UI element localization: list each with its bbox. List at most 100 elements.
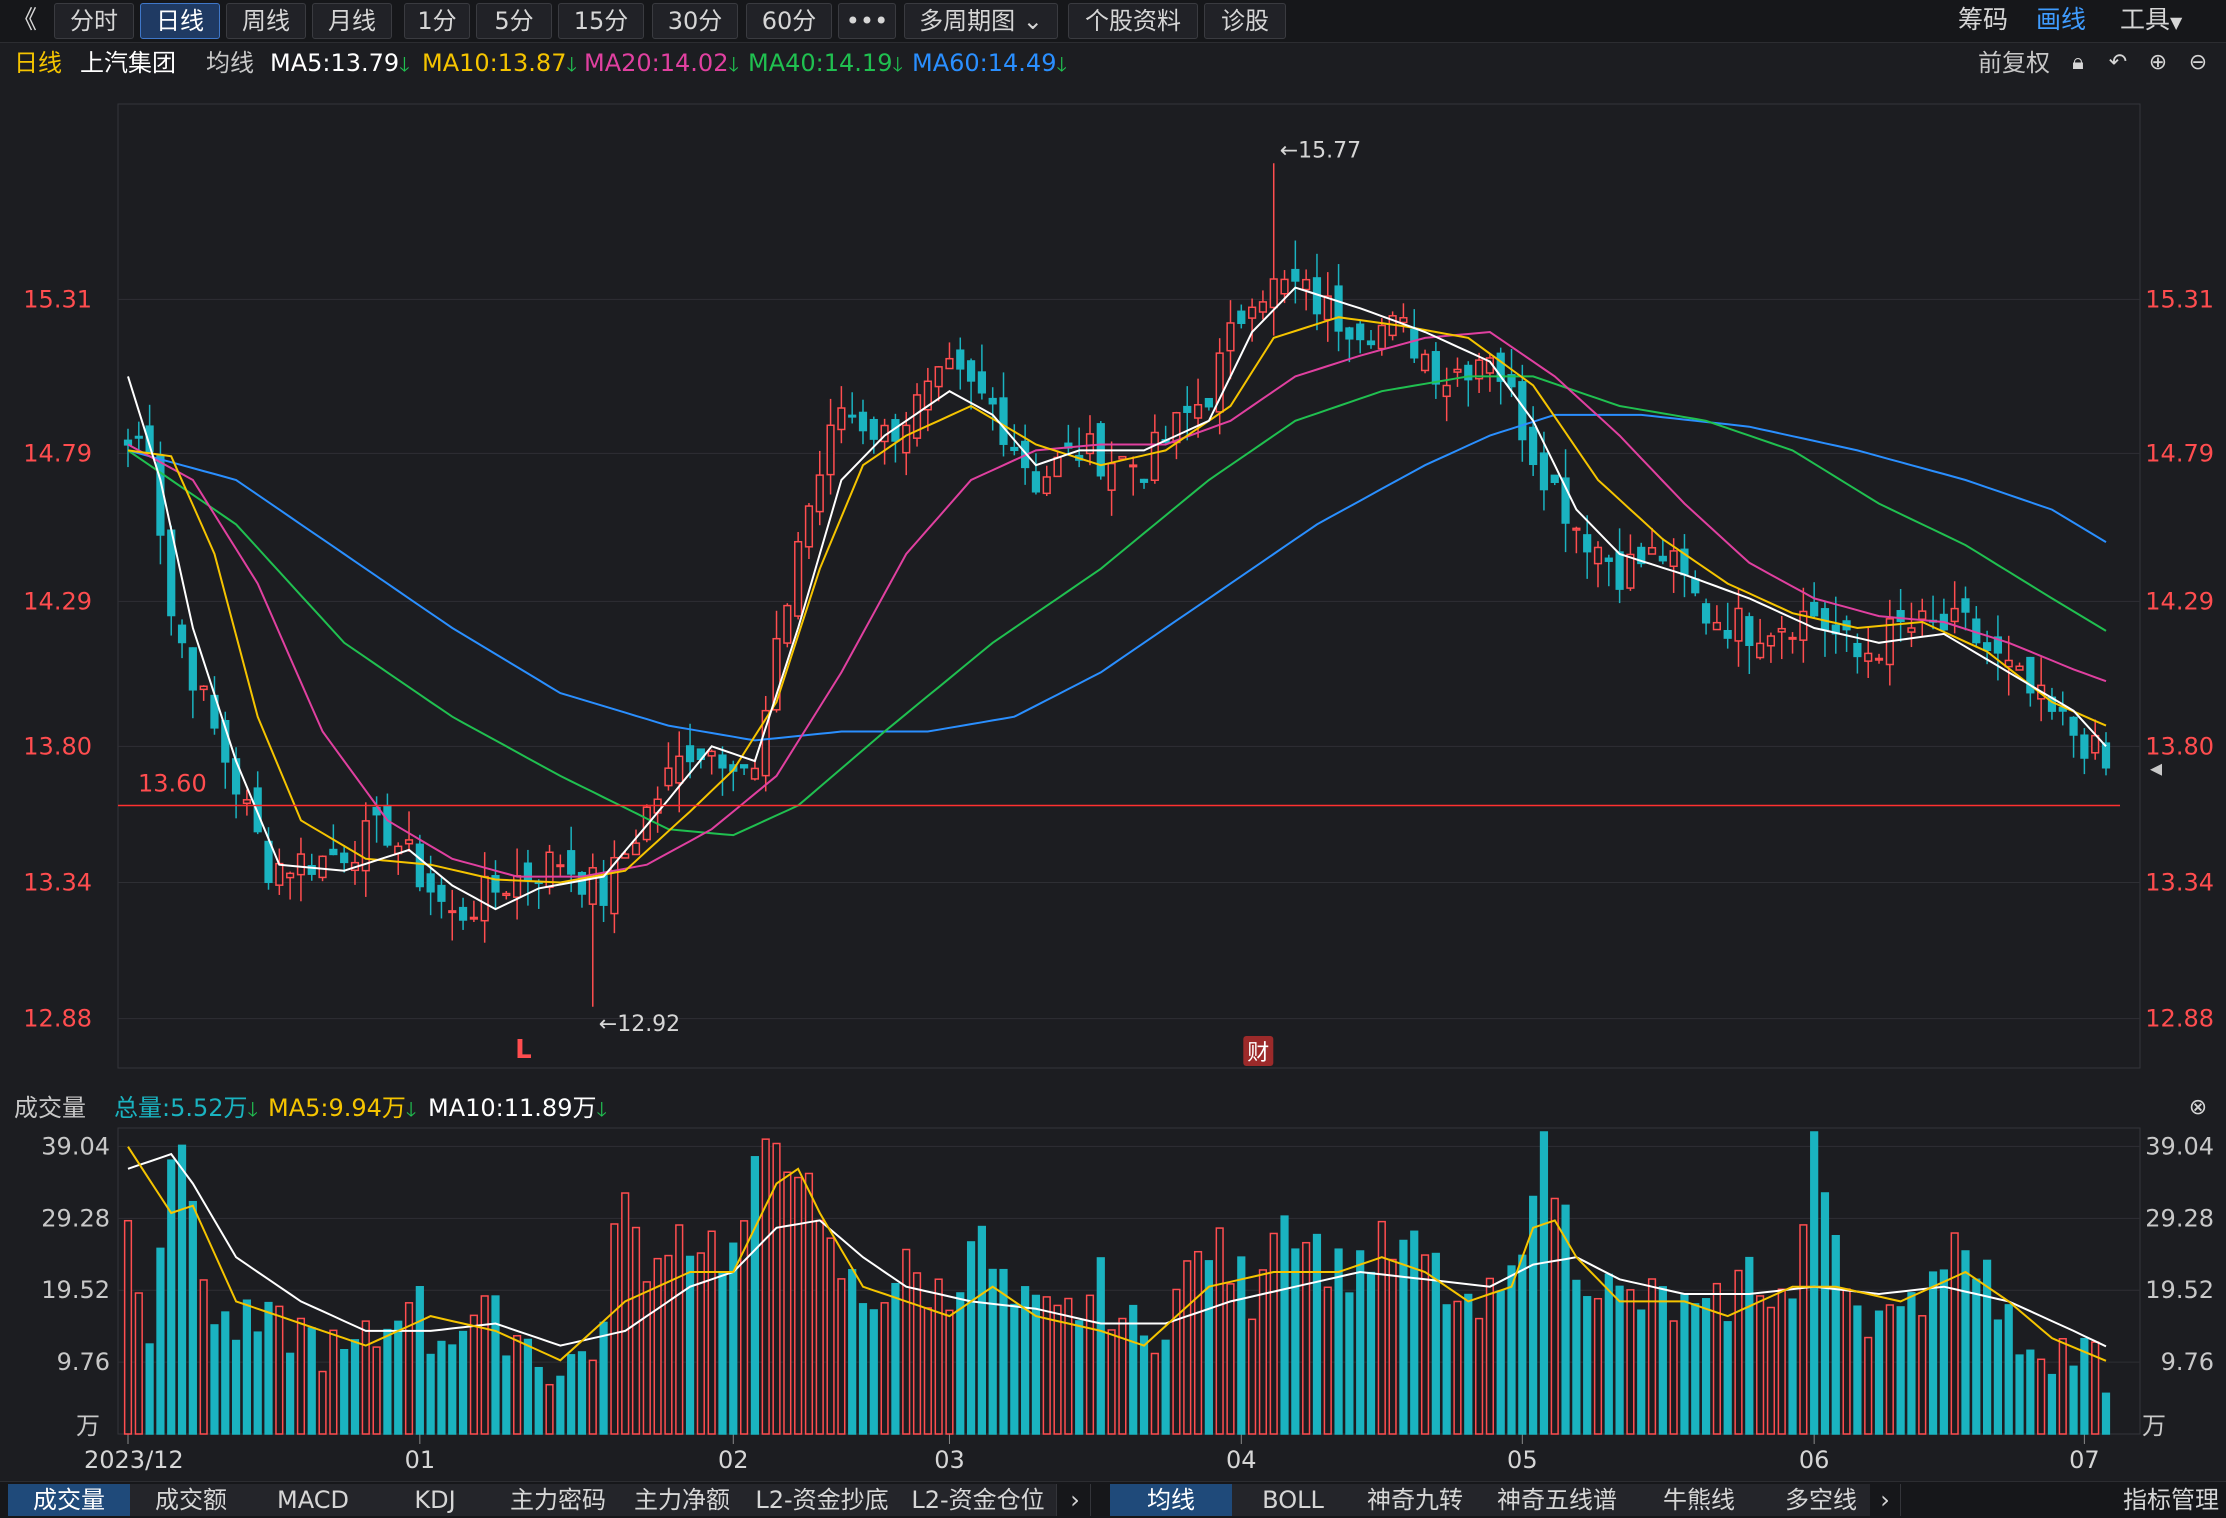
candle-body xyxy=(1356,323,1365,341)
volume-bar xyxy=(1572,1279,1581,1435)
volume-bar xyxy=(1129,1304,1138,1435)
volume-bar xyxy=(1874,1310,1884,1435)
volume-bar xyxy=(653,1257,662,1435)
ma40-line xyxy=(127,375,2107,837)
volume-bar xyxy=(1356,1250,1365,1435)
volume-bar xyxy=(1258,1269,1268,1435)
ma40-text: MA40:14.19 xyxy=(748,49,893,77)
volume-bar xyxy=(1107,1329,1116,1435)
candle-body xyxy=(1345,327,1354,340)
lock-icon[interactable]: 🔒︎ xyxy=(2072,50,2084,75)
period-tab-3[interactable]: 月线 xyxy=(312,3,392,39)
candle-body xyxy=(1961,598,1970,613)
zoom-out-icon[interactable]: ⊖ xyxy=(2188,50,2208,75)
volume-bar xyxy=(1150,1352,1159,1435)
volume-bar xyxy=(2047,1373,2057,1435)
ma5-text: MA5:13.79 xyxy=(270,49,400,77)
period-tab-4[interactable]: 1分 xyxy=(404,3,470,39)
candle-body xyxy=(1950,607,1959,623)
candle-body xyxy=(1734,607,1743,642)
overlay-tab-0[interactable]: 均线 xyxy=(1110,1484,1233,1516)
close-icon[interactable]: ⊗ xyxy=(2188,1095,2208,1120)
indicator-manage-button[interactable]: 指标管理 xyxy=(2116,1484,2226,1516)
indicator-tab-7[interactable]: L2-资金仓位 xyxy=(900,1484,1057,1516)
candle-body xyxy=(318,855,327,879)
draw-line-button[interactable]: 画线 xyxy=(2036,5,2087,34)
overlay-tab-5[interactable]: 多空线 xyxy=(1760,1484,1883,1516)
chevron-right-icon[interactable]: › xyxy=(1060,1484,1091,1516)
indicator-tab-4[interactable]: 主力密码 xyxy=(496,1484,621,1516)
volume-tick-right: 19.52 xyxy=(2145,1276,2214,1304)
stock-info-button[interactable]: 个股资料 xyxy=(1068,3,1198,39)
volume-bar xyxy=(956,1292,965,1435)
period-tab-6[interactable]: 15分 xyxy=(558,3,644,39)
volume-bar xyxy=(1064,1297,1073,1435)
tools-dropdown[interactable]: 工具▼ xyxy=(2120,3,2182,37)
indicator-tab-5[interactable]: 主力净额 xyxy=(620,1484,745,1516)
volume-bar xyxy=(156,1247,165,1435)
period-tab-8[interactable]: 60分 xyxy=(746,3,832,39)
more-button[interactable]: ••• xyxy=(838,3,896,39)
indicator-tab-2[interactable]: MACD xyxy=(252,1484,375,1516)
volume-bar xyxy=(902,1248,911,1435)
overlay-tab-3[interactable]: 神奇五线谱 xyxy=(1476,1484,1639,1516)
chips-button[interactable]: 筹码 xyxy=(1958,5,2009,34)
volume-bar xyxy=(869,1309,878,1435)
candle-body xyxy=(221,719,230,763)
volume-bar xyxy=(1496,1290,1505,1435)
arrow-down-icon: 🡓 xyxy=(405,1097,417,1121)
period-tab-2[interactable]: 周线 xyxy=(226,3,306,39)
zoom-in-icon[interactable]: ⊕ xyxy=(2148,50,2168,75)
ma10-text: MA10:13.87 xyxy=(422,49,567,77)
volume-bar xyxy=(696,1252,705,1435)
volume-bar xyxy=(1864,1336,1873,1435)
volume-bar xyxy=(1193,1250,1203,1435)
chevron-right-icon[interactable]: › xyxy=(1870,1484,1901,1516)
indicator-tab-1[interactable]: 成交额 xyxy=(130,1484,253,1516)
period-tab-7[interactable]: 30分 xyxy=(652,3,738,39)
overlay-tab-4[interactable]: 牛熊线 xyxy=(1638,1484,1761,1516)
candle-body xyxy=(1334,285,1343,332)
volume-bar xyxy=(664,1254,673,1435)
period-tab-0[interactable]: 分时 xyxy=(54,3,134,39)
period-tab-5[interactable]: 5分 xyxy=(476,3,552,39)
indicator-tab-0[interactable]: 成交量 xyxy=(8,1484,131,1516)
arrow-down-icon: 🡓 xyxy=(892,52,903,76)
volume-bar xyxy=(1723,1321,1732,1435)
volume-bar xyxy=(1691,1303,1700,1435)
indicator-tab-6[interactable]: L2-资金抄底 xyxy=(744,1484,901,1516)
volume-bar xyxy=(2058,1338,2067,1435)
kline-chart[interactable]: 15.31 15.31 14.79 14.79 14.29 14.29 13.80 13.80… xyxy=(0,0,2226,1480)
indicator-tab-3[interactable]: KDJ xyxy=(374,1484,497,1516)
volume-panel-frame xyxy=(117,1127,2141,1435)
diagnosis-button[interactable]: 诊股 xyxy=(1204,3,1286,39)
candle-body xyxy=(296,853,306,876)
candle-body xyxy=(264,840,273,884)
candle-body xyxy=(999,397,1008,445)
overlay-tab-2[interactable]: 神奇九转 xyxy=(1354,1484,1477,1516)
candle-body xyxy=(1366,340,1376,346)
volume-bar xyxy=(1291,1248,1300,1435)
volume-ma5-text: MA5:9.94万 xyxy=(268,1094,406,1122)
arrow-down-icon: 🡓 xyxy=(1056,52,1067,76)
candle-body xyxy=(1539,452,1549,491)
undo-icon[interactable]: ↶ xyxy=(2108,50,2128,75)
adjust-label[interactable]: 前复权 xyxy=(1978,49,2050,77)
volume-bar xyxy=(1712,1282,1721,1435)
candle-body xyxy=(902,424,911,454)
period-tab-1[interactable]: 日线 xyxy=(140,3,220,39)
volume-bar xyxy=(1561,1204,1570,1435)
volume-bar xyxy=(1593,1297,1603,1435)
multi-period-dropdown[interactable]: 多周期图 ⌄ xyxy=(904,3,1058,39)
arrow-down-icon: 🡓 xyxy=(566,52,577,76)
candle-body xyxy=(188,647,197,691)
volume-tick-left: 29.28 xyxy=(41,1204,110,1232)
candle-body xyxy=(242,799,251,805)
overlay-tab-1[interactable]: BOLL xyxy=(1232,1484,1355,1516)
volume-bar xyxy=(1799,1224,1808,1435)
candle-body xyxy=(1042,476,1051,495)
stock-name: 上汽集团 xyxy=(80,49,176,77)
candle-body xyxy=(1983,642,1992,652)
double-chevron-left-icon[interactable]: 《 xyxy=(12,5,38,34)
candle-body xyxy=(2080,734,2089,759)
